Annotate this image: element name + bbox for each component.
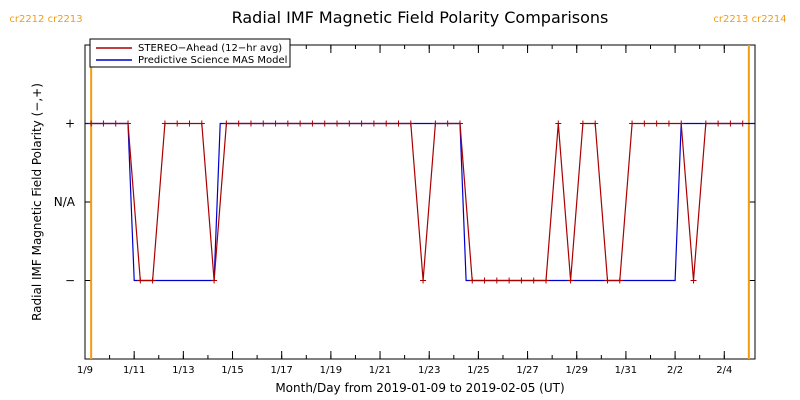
legend-box xyxy=(89,38,291,68)
data-point-marker xyxy=(653,120,660,127)
x-tick-label: 2/2 xyxy=(667,365,683,376)
data-point-marker xyxy=(395,120,402,127)
data-point-marker xyxy=(432,120,439,127)
x-axis-label: Month/Day from 2019-01-09 to 2019-02-05 … xyxy=(275,381,564,395)
y-axis-label: Radial IMF Magnetic Field Polarity (−,+) xyxy=(30,83,44,321)
data-point-marker xyxy=(629,120,636,127)
data-point-marker xyxy=(334,120,341,127)
data-point-marker xyxy=(358,120,365,127)
data-point-marker xyxy=(112,120,119,127)
x-tick-label: 1/17 xyxy=(270,365,292,376)
data-point-marker xyxy=(579,120,586,127)
x-tick-label: 2/4 xyxy=(716,365,732,376)
x-tick-label: 1/21 xyxy=(369,365,391,376)
data-point-marker xyxy=(456,120,463,127)
data-point-marker xyxy=(518,277,525,284)
data-point-marker xyxy=(125,120,132,127)
series-line-stereo xyxy=(91,122,743,282)
data-point-marker xyxy=(161,120,168,127)
data-point-marker xyxy=(678,120,685,127)
data-point-marker xyxy=(715,120,722,127)
x-tick-label: 1/31 xyxy=(615,365,637,376)
x-tick-label: 1/13 xyxy=(172,365,194,376)
data-point-marker xyxy=(284,120,291,127)
data-point-marker xyxy=(297,120,304,127)
y-tick-label: N/A xyxy=(54,195,76,209)
data-point-marker xyxy=(616,277,623,284)
data-point-marker xyxy=(260,120,267,127)
x-tick-label: 1/23 xyxy=(418,365,440,376)
data-point-marker xyxy=(555,120,562,127)
x-tick-label: 1/27 xyxy=(516,365,538,376)
data-point-marker xyxy=(690,277,697,284)
data-point-marker xyxy=(469,277,476,284)
data-point-marker xyxy=(506,277,513,284)
chart-title: Radial IMF Magnetic Field Polarity Compa… xyxy=(232,8,609,27)
data-point-marker xyxy=(383,120,390,127)
data-point-marker xyxy=(481,277,488,284)
data-point-marker xyxy=(444,120,451,127)
data-point-marker xyxy=(346,120,353,127)
data-point-marker xyxy=(174,120,181,127)
data-point-marker xyxy=(272,120,279,127)
x-tick-label: 1/25 xyxy=(467,365,489,376)
data-point-marker xyxy=(198,120,205,127)
data-point-marker xyxy=(567,277,574,284)
data-point-marker xyxy=(727,120,734,127)
data-point-marker xyxy=(100,120,107,127)
data-point-marker xyxy=(186,120,193,127)
data-point-marker xyxy=(739,120,746,127)
data-point-marker xyxy=(235,120,242,127)
x-tick-label: 1/11 xyxy=(123,365,145,376)
legend-label-stereo: STEREO−Ahead (12−hr avg) xyxy=(138,43,282,54)
plot-frame xyxy=(84,44,756,360)
data-point-marker xyxy=(604,277,611,284)
data-point-marker xyxy=(149,277,156,284)
data-point-marker xyxy=(370,120,377,127)
carrington-lines xyxy=(90,45,750,359)
data-point-marker xyxy=(247,120,254,127)
data-point-marker xyxy=(309,120,316,127)
data-point-marker xyxy=(592,120,599,127)
data-point-marker xyxy=(702,120,709,127)
data-point-marker xyxy=(137,277,144,284)
data-point-marker xyxy=(420,277,427,284)
data-point-marker xyxy=(407,120,414,127)
data-point-marker xyxy=(321,120,328,127)
x-tick-label: 1/9 xyxy=(77,365,93,376)
y-tick-label: + xyxy=(65,117,75,131)
legend: STEREO−Ahead (12−hr avg) Predictive Scie… xyxy=(89,38,291,68)
data-point-marker xyxy=(543,277,550,284)
x-tick-label: 1/19 xyxy=(320,365,342,376)
data-point-marker xyxy=(641,120,648,127)
x-axis: 1/9 1/11 1/13 1/15 1/17 1/19 1/21 1/23 1/25 1/27 1… xyxy=(77,45,750,376)
legend-label-mas: Predictive Science MAS Model xyxy=(138,55,287,66)
x-tick-label: 1/29 xyxy=(566,365,588,376)
data-point-marker xyxy=(665,120,672,127)
series-layer xyxy=(85,120,755,284)
carrington-label-right: cr2213 cr2214 xyxy=(713,14,786,25)
data-point-marker xyxy=(493,277,500,284)
data-point-marker xyxy=(223,120,230,127)
data-point-marker xyxy=(211,277,218,284)
x-tick-label: 1/15 xyxy=(221,365,243,376)
y-tick-label: − xyxy=(65,274,75,288)
series-line-mas xyxy=(85,122,755,282)
data-point-marker xyxy=(530,277,537,284)
data-point-marker xyxy=(88,120,95,127)
carrington-label-left: cr2212 cr2213 xyxy=(9,14,82,25)
